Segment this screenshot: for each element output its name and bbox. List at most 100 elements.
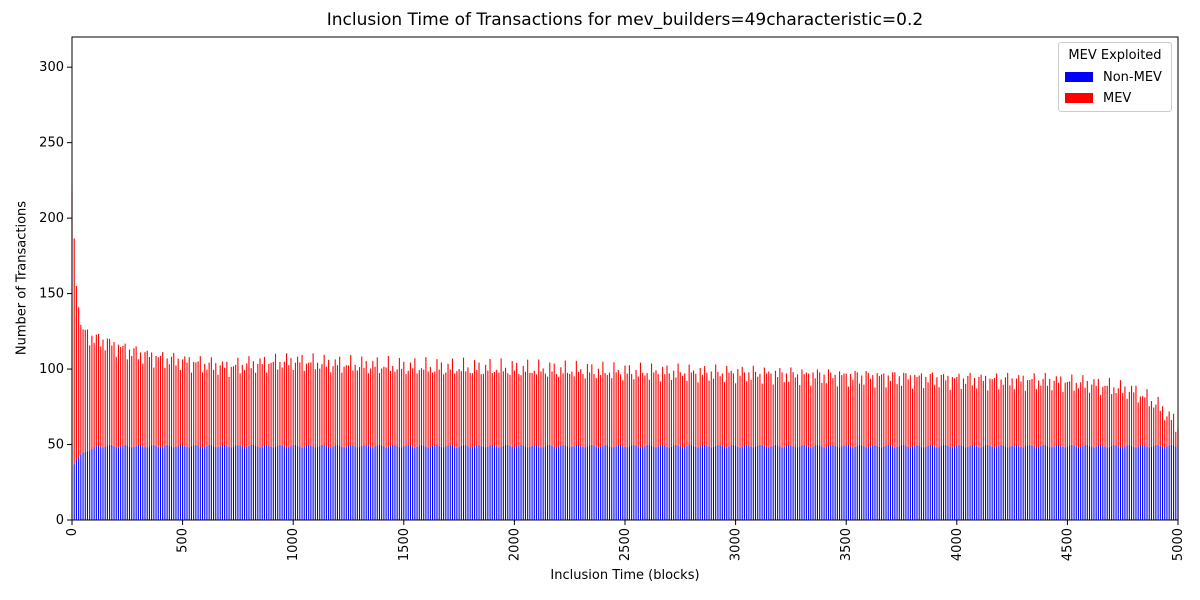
bar-mev [934, 384, 936, 447]
bar-mev [427, 371, 429, 448]
bar-mev [1002, 384, 1004, 446]
bar-non-mev [936, 447, 938, 520]
bar-non-mev [208, 444, 210, 520]
bar-mev [157, 357, 159, 447]
bar-non-mev [323, 445, 325, 520]
bar-mev [246, 363, 248, 447]
bar-mev [316, 362, 319, 447]
legend-label-mev: MEV [1103, 90, 1132, 106]
bar-non-mev [1137, 446, 1139, 520]
bar-mev [398, 357, 400, 448]
bar-mev [810, 385, 812, 448]
bar-non-mev [976, 446, 978, 520]
bar-mev [347, 365, 350, 446]
bar-mev [673, 370, 675, 446]
bar-non-mev [580, 445, 582, 520]
bar-non-mev [409, 445, 411, 520]
bar-mev [631, 373, 633, 446]
bar-mev [451, 358, 454, 446]
bar-non-mev [1073, 445, 1075, 520]
bar-non-mev [376, 445, 378, 520]
bar-mev [858, 383, 861, 445]
bar-non-mev [312, 446, 314, 520]
bar-mev [531, 372, 533, 446]
bar-non-mev [956, 445, 958, 520]
bar-non-mev [447, 445, 449, 520]
bar-non-mev [151, 445, 153, 520]
bar-mev [226, 361, 228, 446]
bar-non-mev [308, 444, 310, 520]
bar-non-mev [197, 445, 199, 520]
bar-mev [529, 372, 531, 447]
bar-mev [799, 385, 801, 447]
bar-mev [843, 373, 845, 446]
bar-non-mev [690, 444, 692, 520]
bar-mev [653, 372, 655, 448]
bar-non-mev [662, 444, 664, 520]
bar-non-mev [115, 446, 117, 520]
bar-non-mev [606, 445, 608, 520]
bar-mev [779, 368, 781, 447]
bar-mev [715, 364, 717, 446]
bar-non-mev [653, 447, 655, 520]
bar-mev [699, 367, 701, 447]
bar-non-mev [109, 445, 111, 520]
x-axis-label: Inclusion Time (blocks) [550, 568, 700, 583]
bar-non-mev [168, 445, 170, 520]
bar-non-mev [677, 445, 679, 520]
bar-non-mev [686, 446, 688, 520]
bar-mev [805, 372, 807, 446]
bar-non-mev [195, 444, 197, 520]
bar-non-mev [1095, 446, 1097, 520]
bar-mev [783, 382, 785, 447]
bar-non-mev [754, 447, 757, 520]
bar-non-mev [268, 445, 270, 520]
bar-mev [604, 372, 606, 445]
bar-mev [695, 373, 697, 447]
bar-non-mev [334, 445, 336, 520]
bar-non-mev [978, 447, 980, 520]
bar-non-mev [314, 447, 316, 520]
bar-non-mev [1100, 444, 1102, 520]
bar-mev [909, 375, 911, 448]
bar-mev [991, 379, 993, 447]
bar-mev [93, 342, 95, 448]
bar-non-mev [343, 447, 345, 520]
bar-mev [1073, 390, 1075, 446]
bar-non-mev [89, 450, 91, 520]
bar-mev [704, 366, 706, 445]
bar-mev [1053, 380, 1055, 447]
bar-non-mev [1126, 445, 1128, 520]
bar-mev [535, 374, 538, 446]
bar-mev [204, 363, 206, 447]
bar-non-mev [111, 444, 113, 520]
bar-non-mev [491, 444, 493, 520]
bar-non-mev [1033, 446, 1035, 520]
bar-mev [513, 370, 515, 448]
bar-mev [1155, 404, 1157, 445]
bar-mev [476, 370, 478, 446]
bar-mev [960, 388, 962, 446]
bar-non-mev [135, 445, 137, 520]
bar-non-mev [836, 446, 838, 520]
bar-mev [1066, 382, 1068, 447]
bar-non-mev [423, 445, 425, 520]
bar-non-mev [339, 445, 341, 520]
bar-mev [489, 359, 491, 446]
bar-mev [1024, 390, 1026, 447]
bar-mev [334, 359, 336, 446]
bar-non-mev [405, 445, 407, 520]
bar-non-mev [1011, 446, 1013, 520]
bar-non-mev [845, 444, 847, 520]
legend-item-non-mev: Non-MEV [1065, 70, 1162, 85]
bars-group [71, 190, 1179, 521]
bar-non-mev [414, 447, 416, 520]
bar-mev [372, 360, 374, 448]
bar-mev [602, 361, 604, 446]
bar-non-mev [900, 444, 903, 520]
bar-mev [1131, 385, 1133, 446]
bar-non-mev [429, 447, 431, 520]
bar-mev [487, 370, 489, 447]
bar-mev [752, 365, 754, 448]
bar-mev [836, 386, 838, 447]
